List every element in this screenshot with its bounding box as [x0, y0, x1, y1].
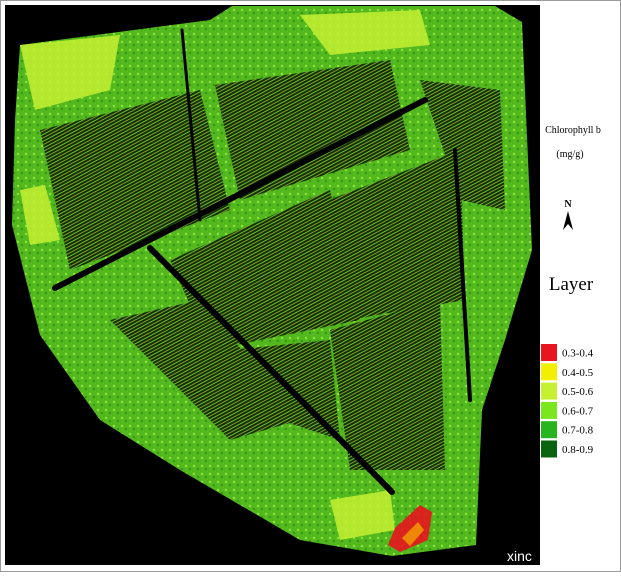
north-arrow — [563, 211, 573, 230]
legend-label: 0.6-0.7 — [562, 405, 594, 417]
canals — [52, 28, 472, 495]
low-value-patch — [388, 505, 432, 552]
legend-swatch — [541, 401, 557, 419]
legend-panel — [540, 5, 605, 565]
watermark: xinc — [507, 548, 532, 564]
legend-label: 0.3-0.4 — [562, 348, 594, 360]
legend-label: 0.4-0.5 — [562, 367, 594, 379]
layer-title: Layer — [549, 274, 594, 295]
bright-patches — [20, 10, 430, 540]
legend-items: 0.3-0.4 0.4-0.5 0.5-0.6 0.6-0.7 0.7-0.8 0.8-0… — [541, 344, 594, 458]
legend-swatch — [541, 382, 557, 400]
low-value-patch — [402, 522, 424, 546]
legend-label: 0.7-0.8 — [562, 425, 594, 437]
legend-label: 0.8-0.9 — [562, 444, 594, 456]
north-label: N — [564, 199, 572, 210]
legend-swatch — [541, 421, 557, 439]
legend-label: 0.5-0.6 — [562, 386, 594, 398]
legend-swatch — [541, 344, 557, 361]
legend-title: Chlorophyll b — [545, 125, 601, 136]
legend-swatch — [541, 363, 557, 381]
legend-unit: (mg/g) — [556, 149, 583, 160]
legend-swatch — [541, 440, 557, 458]
field-blocks — [40, 60, 505, 470]
